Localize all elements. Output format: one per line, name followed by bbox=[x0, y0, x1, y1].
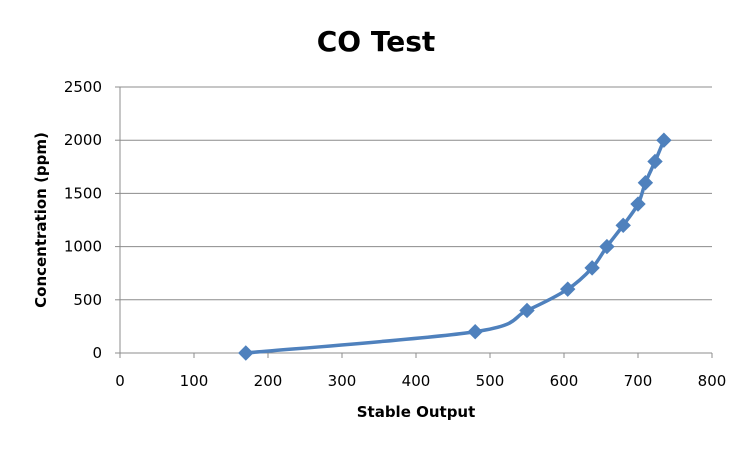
x-tick-label: 0 bbox=[115, 372, 125, 390]
y-axis-title: Concentration (ppm) bbox=[32, 132, 50, 308]
data-point-marker bbox=[559, 281, 576, 297]
x-tick-label: 100 bbox=[180, 372, 209, 390]
data-point-marker bbox=[656, 132, 672, 148]
y-tick-label: 500 bbox=[73, 291, 102, 309]
y-tick-label: 1500 bbox=[64, 184, 102, 202]
data-point-marker bbox=[647, 153, 663, 170]
y-tick-label: 0 bbox=[92, 344, 102, 362]
data-point-marker bbox=[584, 260, 600, 276]
chart-title: CO Test bbox=[317, 25, 436, 58]
x-tick-label: 200 bbox=[254, 372, 283, 390]
tick-layer: 0 500 1000 1500 2000 2500 0 100 200 300 400 500 600 7… bbox=[64, 78, 727, 390]
data-point-marker bbox=[637, 175, 654, 191]
series-layer bbox=[238, 132, 672, 361]
data-point-marker bbox=[467, 324, 483, 340]
data-point-marker bbox=[238, 345, 254, 361]
x-tick-label: 800 bbox=[698, 372, 727, 390]
axis-layer bbox=[115, 86, 713, 358]
data-point-marker bbox=[615, 217, 631, 234]
grid-layer bbox=[120, 86, 712, 301]
y-tick-label: 1000 bbox=[64, 238, 102, 256]
data-point-marker bbox=[630, 196, 646, 212]
y-tick-label: 2000 bbox=[64, 131, 102, 149]
x-tick-label: 500 bbox=[476, 372, 505, 390]
x-tick-label: 600 bbox=[550, 372, 579, 390]
data-point-marker bbox=[519, 302, 535, 319]
data-point-marker bbox=[599, 238, 615, 255]
x-tick-label: 700 bbox=[624, 372, 653, 390]
x-tick-label: 300 bbox=[328, 372, 357, 390]
y-tick-label: 2500 bbox=[64, 78, 102, 96]
x-tick-label: 400 bbox=[402, 372, 431, 390]
x-axis-title: Stable Output bbox=[357, 403, 476, 421]
